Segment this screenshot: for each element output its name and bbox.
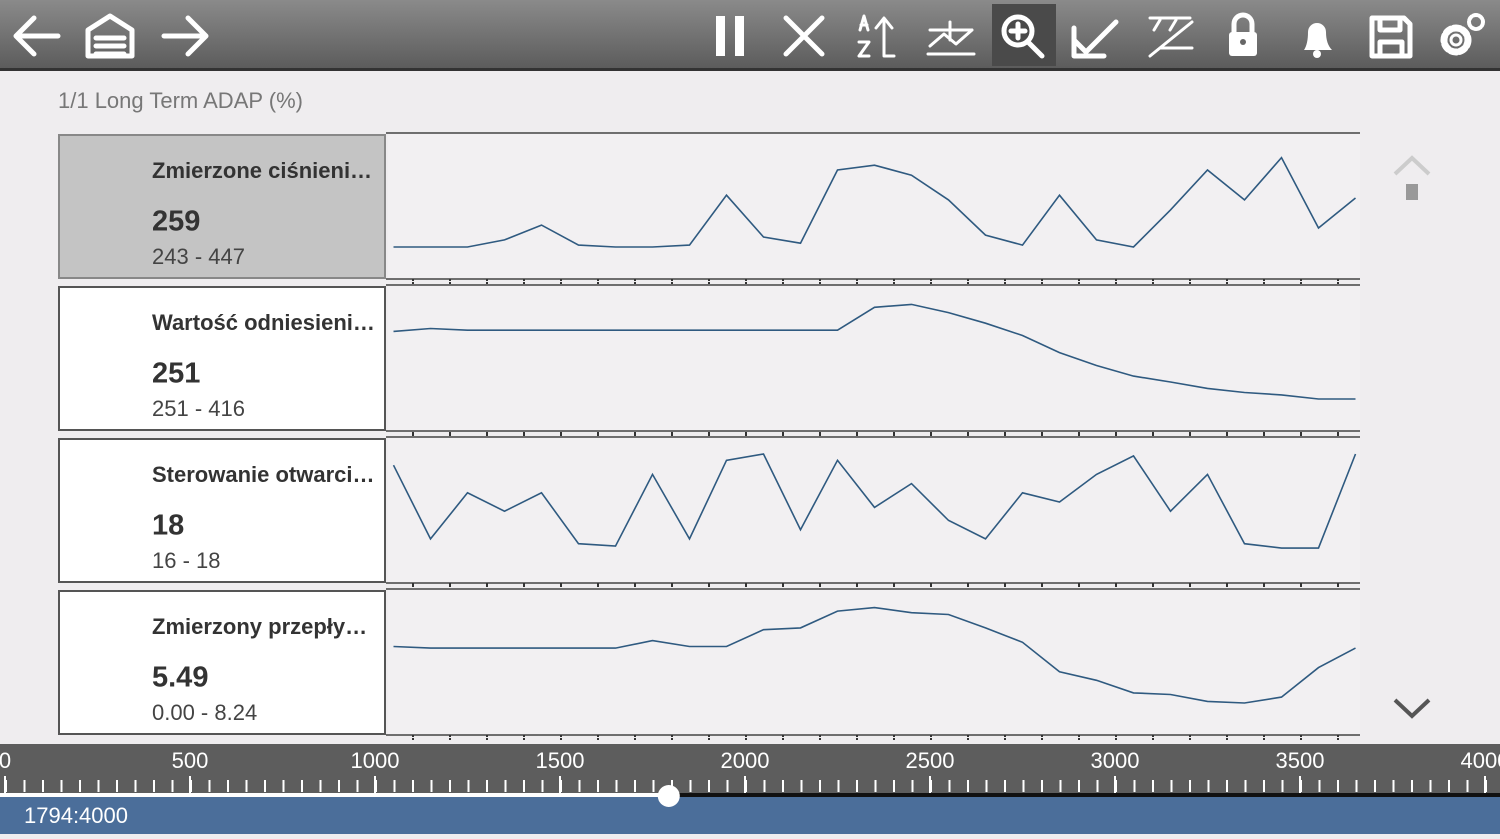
back-button[interactable] (13, 15, 61, 57)
plot-ticks (388, 279, 1360, 284)
position-label: 1794:4000 (24, 803, 128, 828)
save-button[interactable] (1369, 15, 1413, 59)
toolbar (0, 0, 1500, 70)
signal-trace (392, 453, 1357, 549)
signal-trace (393, 606, 1356, 704)
x-tick-label: 1000 (351, 748, 400, 773)
graph-button[interactable] (926, 20, 976, 56)
signal-trace (393, 156, 1357, 248)
scroll-down[interactable] (1393, 698, 1431, 719)
bell-button[interactable] (1304, 23, 1332, 58)
x-tick-label: 4000 (1461, 748, 1500, 773)
signal-name: Sterowanie otwarci… (152, 462, 375, 487)
panel-label-box[interactable] (58, 286, 386, 431)
x-tick-label: 3000 (1091, 748, 1140, 773)
clear-button[interactable] (783, 15, 825, 57)
plot-ticks (388, 735, 1360, 740)
plot-area (388, 285, 1360, 431)
forward-button[interactable] (161, 15, 209, 57)
plot-area (388, 437, 1360, 583)
page-title: 1/1 Long Term ADAP (%) (58, 88, 303, 113)
signal-range: 16 - 18 (152, 548, 221, 573)
x-tick-label: 2500 (906, 748, 955, 773)
slider-knob[interactable] (657, 785, 680, 807)
plot-area (388, 133, 1360, 279)
signal-range: 0.00 - 8.24 (152, 700, 257, 725)
slider-track (0, 793, 1500, 797)
signal-name: Zmierzone ciśnieni… (152, 158, 372, 183)
panel-label-box[interactable] (58, 438, 386, 583)
plot-ticks (388, 431, 1360, 436)
zoom-button[interactable] (1001, 14, 1045, 59)
home-button[interactable] (85, 13, 135, 59)
x-tick-label: 2000 (721, 748, 770, 773)
plot-ticks (388, 583, 1360, 588)
scroll-thumb[interactable] (1406, 184, 1418, 200)
zoom-button-bg[interactable] (992, 4, 1056, 66)
signal-name: Zmierzony przepły… (152, 614, 367, 639)
x-tick-label: 1500 (536, 748, 585, 773)
check-button[interactable] (1071, 19, 1119, 59)
signal-value: 251 (152, 358, 200, 390)
signal-name: Wartość odniesieni… (152, 310, 375, 335)
signal-range: 251 - 416 (152, 396, 245, 421)
toolbar-edge (0, 68, 1500, 71)
status-bar (0, 796, 1500, 834)
signal-range: 243 - 447 (152, 244, 245, 269)
signal-value: 18 (152, 510, 184, 542)
signal-trace (393, 303, 1356, 400)
panel-label-box[interactable] (58, 590, 386, 735)
panel-label-box[interactable] (58, 134, 386, 279)
plot-area (388, 589, 1360, 735)
x-tick-label: 500 (172, 748, 209, 773)
x-tick-label: 0 (0, 748, 11, 773)
scroll-up[interactable] (1393, 155, 1431, 176)
x-tick-label: 3500 (1276, 748, 1325, 773)
sort-button[interactable] (857, 14, 896, 58)
settings-button[interactable] (1440, 13, 1485, 56)
signal-value: 5.49 (152, 662, 208, 694)
lock-button[interactable] (1229, 12, 1257, 56)
signal-value: 259 (152, 206, 200, 238)
timeline-minor-ticks (0, 778, 1500, 792)
slider-fill (0, 793, 669, 797)
pattern-button[interactable] (1148, 16, 1194, 58)
pause-button[interactable] (716, 16, 744, 56)
